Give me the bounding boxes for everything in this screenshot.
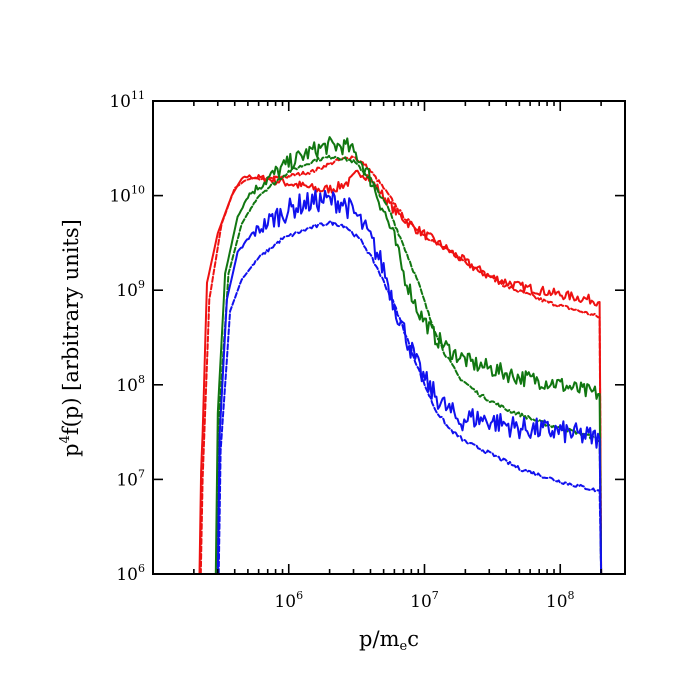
x-tick-label: 106	[274, 589, 303, 612]
series-line-6	[217, 220, 603, 575]
series-line-1	[198, 169, 603, 575]
y-tick-label: 109	[116, 278, 145, 301]
series-line-5	[216, 189, 603, 575]
series-line-4	[215, 154, 603, 575]
series-layer	[198, 136, 603, 575]
y-tick-label: 108	[116, 373, 145, 396]
x-tick-label: 108	[546, 589, 575, 612]
x-tick-label: 107	[410, 589, 439, 612]
series-line-3	[214, 136, 603, 575]
y-tick-label: 107	[116, 467, 145, 490]
plot-frame	[152, 100, 626, 575]
y-tick-label: 106	[116, 562, 145, 585]
tick-layer: 106 107 108 106 107 108 109 1010 1011	[109, 89, 626, 612]
x-axis-label: p/mec	[359, 627, 419, 654]
y-tick-label: 1011	[109, 89, 145, 112]
y-axis-label: p4f(p) [arbitrary units]	[58, 219, 83, 457]
y-tick-label: 1010	[109, 184, 145, 207]
